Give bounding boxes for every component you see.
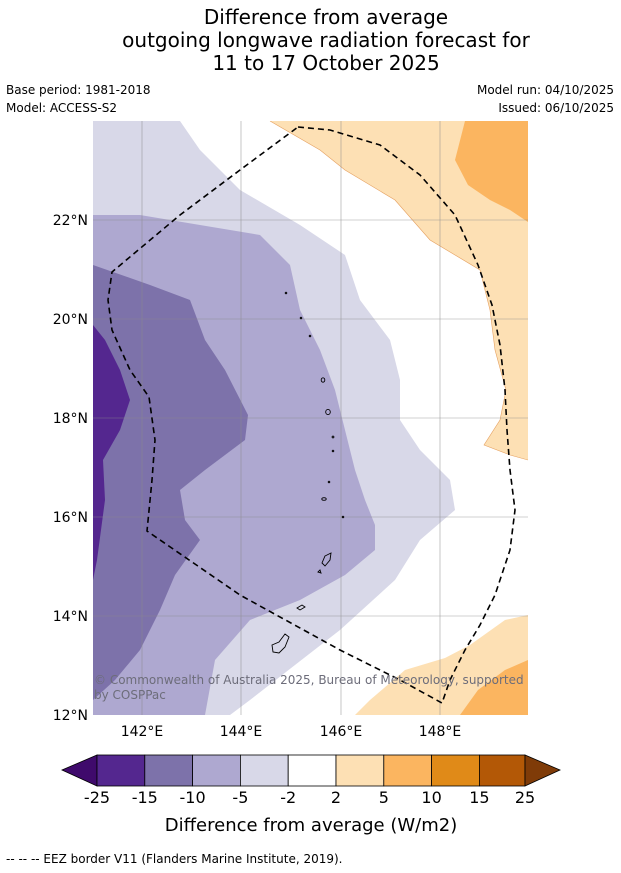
chart-title: Difference from average outgoing longwav… [0, 6, 621, 75]
colorbar-extension-high [524, 754, 561, 787]
colorbar-tick: -2 [280, 788, 296, 807]
eez-legend: -- -- -- EEZ border V11 (Flanders Marine… [6, 852, 343, 866]
colorbar-tick: 15 [469, 788, 489, 807]
colorbar-tick: 25 [515, 788, 535, 807]
colorbar-segment [383, 754, 432, 787]
lat-label: 20°N [53, 312, 88, 328]
colorbar-segment [287, 754, 337, 787]
lat-axis: 22°N 20°N 18°N 16°N 14°N 12°N [53, 213, 88, 724]
map-area: © Commonwealth of Australia 2025, Bureau… [93, 121, 528, 715]
colorbar-label: Difference from average (W/m2) [165, 815, 457, 836]
lon-label: 142°E [121, 724, 164, 740]
contour-minus15-to-minus25 [93, 325, 130, 580]
colorbar-tick: -15 [132, 788, 158, 807]
lat-label: 12°N [53, 708, 88, 724]
colorbar-segment [335, 754, 385, 787]
contour-outline-positive [269, 121, 528, 461]
lon-label: 148°E [419, 724, 462, 740]
islands [271, 291, 345, 654]
colorbar-tick: -10 [180, 788, 206, 807]
colorbar-tick: 10 [421, 788, 441, 807]
gridlines [93, 121, 528, 715]
colorbar: -25 -15 -10 -5 -2 2 5 10 15 25 Differenc… [61, 754, 561, 836]
title-line-2: outgoing longwave radiation forecast for [122, 28, 530, 52]
colorbar-tick: -25 [84, 788, 110, 807]
colorbar-segment [478, 754, 526, 787]
colorbar-segment [192, 754, 241, 787]
title-line-3: 11 to 17 October 2025 [212, 51, 440, 75]
colorbar-tick: 5 [379, 788, 389, 807]
title-line-1: Difference from average [203, 5, 449, 29]
contour-plus5-to-plus10-north [455, 121, 528, 222]
colorbar-extension-low [61, 754, 98, 787]
lon-axis: 142°E 144°E 146°E 148°E [121, 724, 462, 740]
colorbar-segment [144, 754, 194, 787]
base-period: Base period: 1981-2018 [6, 83, 151, 97]
colorbar-tick: 2 [331, 788, 341, 807]
meta-left: Base period: 1981-2018 Model: ACCESS-S2 [6, 81, 151, 117]
lon-label: 146°E [320, 724, 363, 740]
colorbar-segment [96, 754, 146, 787]
colorbar-tick: -5 [232, 788, 248, 807]
copyright-line-2: by COSPPac [94, 688, 166, 702]
lat-label: 22°N [53, 213, 88, 229]
lat-label: 14°N [53, 609, 88, 625]
lat-label: 16°N [53, 510, 88, 526]
issued-date: Issued: 06/10/2025 [498, 101, 614, 115]
contour-plus2-to-plus5-north [270, 121, 528, 460]
lon-label: 144°E [220, 724, 263, 740]
copyright-line-1: © Commonwealth of Australia 2025, Bureau… [94, 673, 524, 687]
lat-label: 18°N [53, 411, 88, 427]
colorbar-segment [431, 754, 480, 787]
meta-right: Model run: 04/10/2025 Issued: 06/10/2025 [477, 81, 614, 117]
model-run: Model run: 04/10/2025 [476, 83, 614, 97]
model-name: Model: ACCESS-S2 [6, 101, 118, 115]
colorbar-segment [239, 754, 289, 787]
contour-plus5-to-plus10-south [460, 660, 528, 715]
